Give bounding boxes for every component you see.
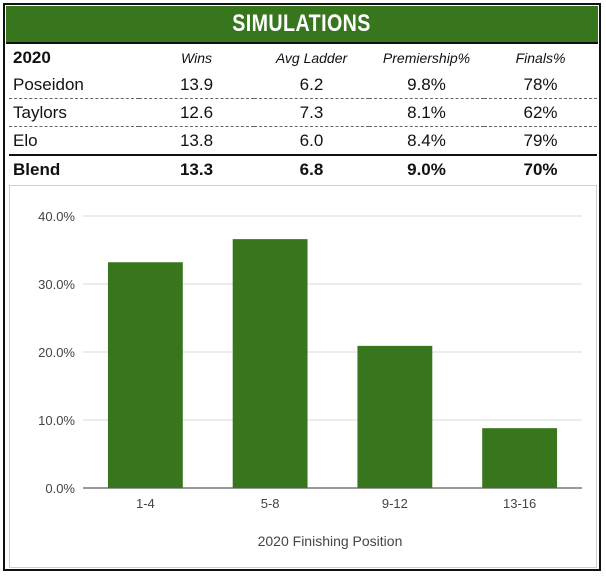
y-tick-label: 10.0% — [38, 413, 75, 428]
simulations-panel: SIMULATIONS 2020 Wins Avg Ladder Premier… — [3, 3, 601, 571]
table-row: Taylors 12.6 7.3 8.1% 62% — [9, 98, 597, 127]
row-premiership: 9.0% — [369, 154, 484, 183]
col-header-premiership: Premiership% — [382, 49, 471, 66]
row-premiership: 8.4% — [369, 126, 484, 155]
panel-title-bar: SIMULATIONS — [6, 6, 598, 44]
row-premiership: 8.1% — [369, 98, 484, 127]
row-name: Elo — [9, 126, 139, 155]
x-tick-label: 9-12 — [382, 496, 408, 511]
row-name: Blend — [9, 154, 139, 183]
table-header-row: 2020 Wins Avg Ladder Premiership% Finals… — [9, 44, 597, 71]
row-avg-ladder: 6.2 — [299, 74, 324, 94]
row-avg-ladder: 6.8 — [254, 154, 369, 183]
y-tick-label: 20.0% — [38, 345, 75, 360]
col-header-wins: Wins — [181, 49, 212, 66]
table-row: Poseidon 13.9 6.2 9.8% 78% — [9, 71, 597, 99]
col-header-avg-ladder: Avg Ladder — [275, 49, 348, 66]
row-name: Taylors — [9, 98, 139, 127]
blend-row: Blend 13.3 6.8 9.0% 70% — [9, 154, 597, 183]
row-finals: 78% — [523, 74, 558, 94]
col-header-finals: Finals% — [515, 49, 566, 66]
bar-9-12 — [357, 345, 433, 488]
y-tick-label: 40.0% — [38, 209, 75, 224]
row-finals: 79% — [484, 126, 597, 155]
y-tick-label: 0.0% — [45, 481, 75, 496]
chart-container: 0.0% 10.0% 20.0% 30.0% 40.0% 1-4 5-8 9-12 13-16… — [9, 185, 597, 568]
row-wins: 12.6 — [139, 98, 254, 127]
x-tick-label: 1-4 — [136, 496, 155, 511]
row-wins: 13.3 — [139, 154, 254, 183]
row-premiership: 9.8% — [407, 74, 446, 94]
row-wins: 13.9 — [179, 74, 214, 94]
row-name: Poseidon — [13, 74, 84, 94]
bar-1-4 — [107, 262, 183, 488]
y-tick-label: 30.0% — [38, 277, 75, 292]
x-axis-label: 2020 Finishing Position — [258, 533, 403, 549]
year-header: 2020 — [13, 47, 51, 67]
row-avg-ladder: 7.3 — [254, 98, 369, 127]
row-finals: 62% — [484, 98, 597, 127]
bar-13-16 — [482, 428, 558, 488]
simulations-table: 2020 Wins Avg Ladder Premiership% Finals… — [9, 44, 597, 183]
row-wins: 13.8 — [139, 126, 254, 155]
x-tick-label: 13-16 — [503, 496, 536, 511]
panel-title: SIMULATIONS — [232, 10, 372, 37]
row-avg-ladder: 6.0 — [254, 126, 369, 155]
row-finals: 70% — [484, 154, 597, 183]
x-tick-label: 5-8 — [261, 496, 280, 511]
bar-5-8 — [232, 239, 308, 488]
table-row: Elo 13.8 6.0 8.4% 79% — [9, 126, 597, 155]
finishing-position-chart: 0.0% 10.0% 20.0% 30.0% 40.0% 1-4 5-8 9-12 13-16… — [38, 209, 582, 549]
